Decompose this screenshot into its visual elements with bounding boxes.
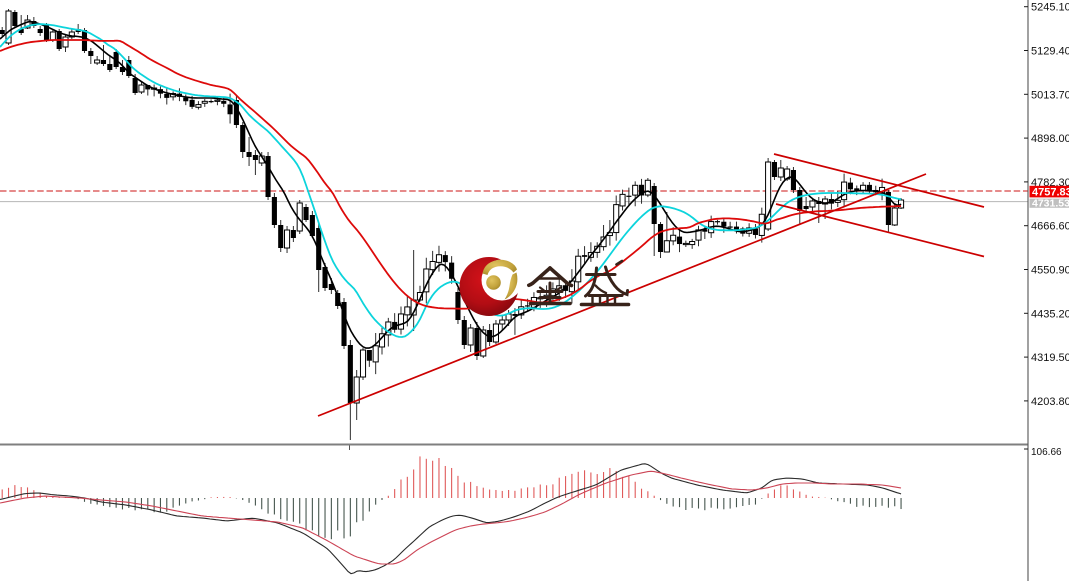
svg-text:4435.20: 4435.20 (1031, 308, 1069, 320)
svg-text:5129.40: 5129.40 (1031, 46, 1069, 58)
svg-text:5013.70: 5013.70 (1031, 89, 1069, 101)
svg-text:4203.80: 4203.80 (1031, 396, 1069, 408)
svg-text:4731.53: 4731.53 (1032, 197, 1069, 209)
svg-text:4319.50: 4319.50 (1031, 352, 1069, 364)
svg-text:4550.90: 4550.90 (1031, 265, 1069, 277)
svg-text:4898.00: 4898.00 (1031, 133, 1069, 145)
svg-text:4666.60: 4666.60 (1031, 221, 1069, 233)
svg-text:4757.83: 4757.83 (1032, 187, 1069, 199)
svg-text:5245.10: 5245.10 (1031, 2, 1069, 14)
svg-text:106.66: 106.66 (1031, 447, 1062, 458)
